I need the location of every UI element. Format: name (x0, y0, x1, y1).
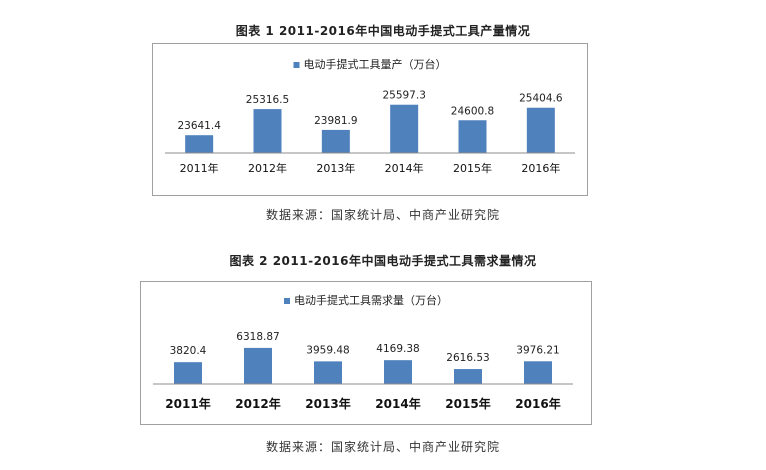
chart-1-bar (185, 135, 214, 153)
chart-1-bar (526, 107, 555, 153)
chart-1-category-label: 2014年 (385, 161, 424, 175)
chart-2-frame: 电动手提式工具需求量（万台） 3820.4 2011年 6318.87 2012年 395… (140, 281, 592, 425)
chart-2-category-label: 2015年 (445, 396, 490, 411)
chart-2-legend-label: 电动手提式工具需求量（万台） (294, 293, 448, 307)
chart-2-plot: 电动手提式工具需求量（万台） 3820.4 2011年 6318.87 2012年 395… (153, 293, 573, 411)
chart-1-legend-swatch (293, 62, 300, 68)
chart-2-bar (384, 360, 412, 384)
chart-1-bar (458, 120, 487, 153)
chart-2-category-label: 2014年 (375, 396, 420, 411)
chart-1-plot: 电动手提式工具量产（万台） 23641.4 2011年 25316.5 2012年 239… (165, 57, 575, 175)
chart-1-category-label: 2015年 (453, 161, 492, 175)
chart-2-data-label: 3976.21 (516, 344, 559, 356)
chart-2-category-label: 2011年 (165, 396, 210, 411)
chart-1-category-label: 2013年 (316, 161, 355, 175)
chart-1-data-label: 23981.9 (314, 115, 357, 127)
chart-1-data-label: 25404.6 (519, 93, 563, 105)
chart-2-data-label: 4169.38 (376, 343, 419, 355)
chart-2-legend-swatch (284, 298, 290, 304)
chart-2-data-label: 6318.87 (236, 331, 279, 343)
chart-2-category-label: 2012年 (235, 396, 280, 411)
chart-2-bar (174, 362, 202, 384)
chart-1-legend-label: 电动手提式工具量产（万台） (304, 57, 447, 71)
chart-1-bar (390, 104, 419, 153)
chart-1-bar (321, 129, 350, 153)
chart-2-category-label: 2013年 (305, 396, 350, 411)
chart-1-source: 数据来源：国家统计局、中商产业研究院 (265, 208, 500, 222)
chart-1-data-label: 24600.8 (451, 105, 494, 117)
chart-2-data-label: 3820.4 (170, 345, 207, 357)
chart-2-bar (244, 347, 272, 384)
chart-1-bar (253, 109, 282, 153)
chart-2-title: 图表 2 2011-2016年中国电动手提式工具需求量情况 (229, 254, 537, 268)
chart-2-bar (454, 369, 482, 384)
chart-2-source: 数据来源：国家统计局、中商产业研究院 (265, 440, 500, 454)
chart-2-bar (524, 361, 552, 384)
chart-2-bar (314, 361, 342, 384)
chart-1-frame: 电动手提式工具量产（万台） 23641.4 2011年 25316.5 2012年 239… (152, 43, 588, 196)
chart-1-category-label: 2011年 (180, 161, 219, 175)
chart-1-data-label: 25316.5 (246, 94, 289, 106)
chart-1-category-label: 2012年 (248, 161, 287, 175)
chart-2-data-label: 3959.48 (306, 344, 349, 356)
chart-1-title: 图表 1 2011-2016年中国电动手提式工具产量情况 (235, 24, 531, 38)
chart-2-category-label: 2016年 (515, 396, 560, 411)
chart-1-data-label: 23641.4 (177, 120, 221, 132)
chart-1-data-label: 25597.3 (382, 90, 425, 102)
chart-2-data-label: 2616.53 (446, 352, 489, 364)
chart-1-category-label: 2016年 (521, 161, 560, 175)
